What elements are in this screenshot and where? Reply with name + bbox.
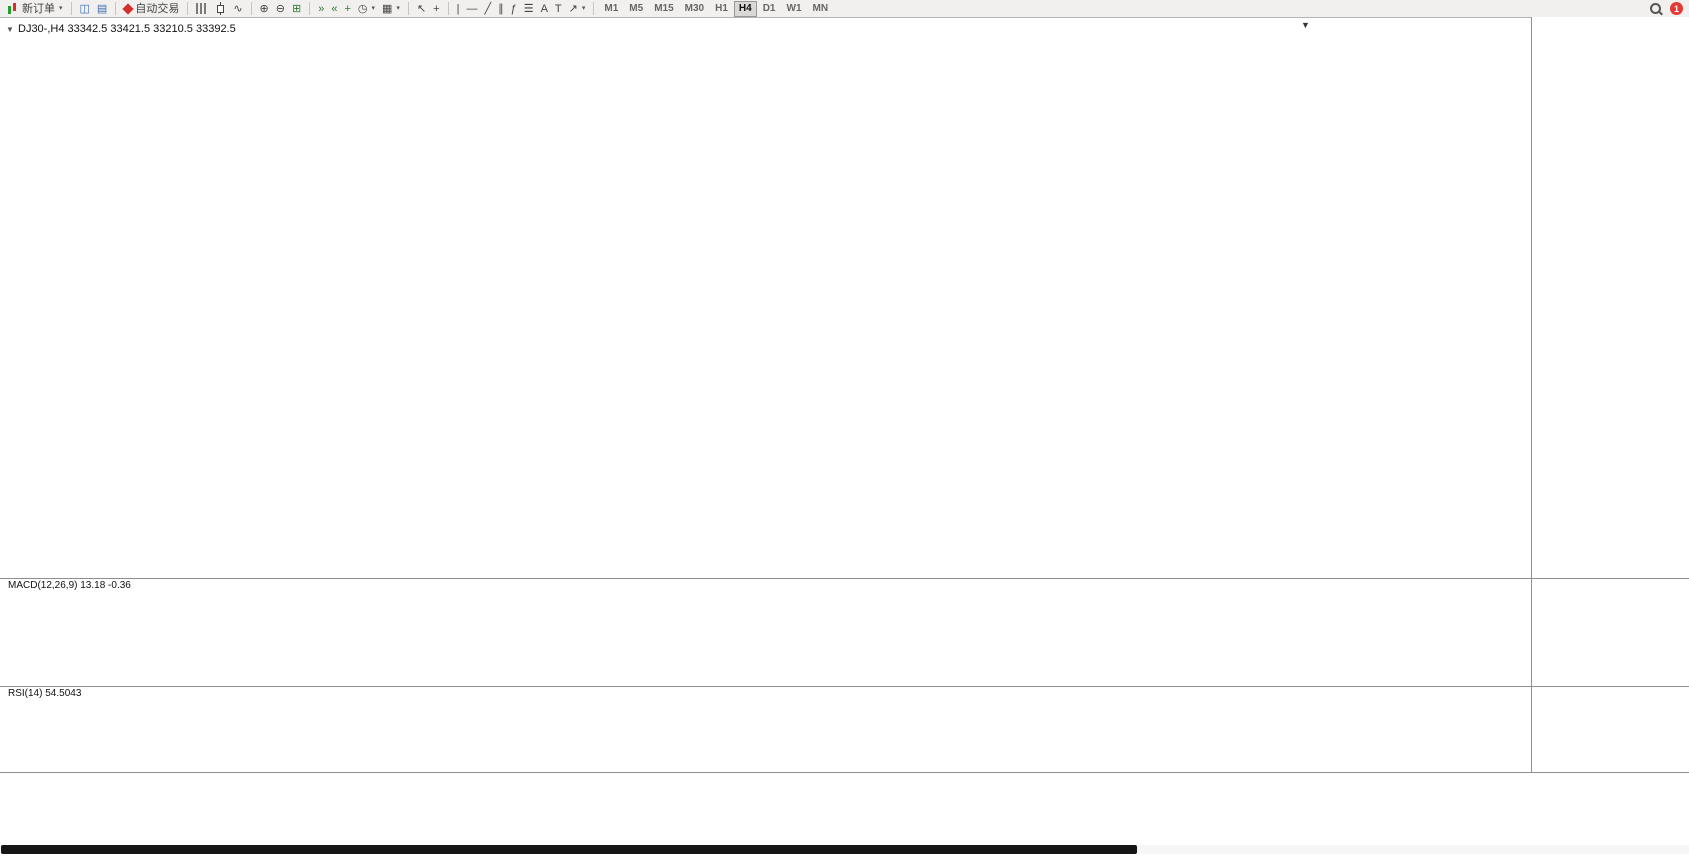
chart-canvas[interactable] bbox=[0, 17, 1531, 772]
new-order-label: 新订单 bbox=[22, 2, 55, 15]
toolbar-separator bbox=[187, 2, 189, 15]
chart-shift-button[interactable]: « bbox=[328, 1, 340, 17]
charts-window-button[interactable]: ◫ bbox=[77, 1, 93, 17]
timeframe-m5-button[interactable]: M5 bbox=[629, 3, 644, 14]
profile-icon: ▤ bbox=[96, 2, 108, 15]
toolbar-separator bbox=[70, 2, 72, 15]
channel-icon: ∥ bbox=[498, 2, 504, 15]
horizontal-line-button[interactable]: — bbox=[463, 1, 480, 17]
horizontal-scrollbar[interactable] bbox=[0, 845, 1689, 854]
new-order-icon bbox=[6, 2, 19, 15]
chevron-down-icon: ▾ bbox=[371, 4, 376, 12]
timeframe-d1-button[interactable]: D1 bbox=[762, 3, 776, 14]
timeframe-h4-button[interactable]: H4 bbox=[733, 0, 757, 17]
main-macd-separator[interactable] bbox=[0, 578, 1689, 579]
chevron-down-icon: ▾ bbox=[396, 4, 400, 12]
timeframe-m15-button[interactable]: M15 bbox=[654, 3, 674, 14]
vertical-line-icon: | bbox=[456, 2, 460, 15]
zoom-in-icon: ⊕ bbox=[259, 2, 269, 15]
autotrading-button[interactable]: 自动交易 bbox=[121, 1, 182, 17]
bar-chart-icon bbox=[196, 3, 209, 14]
toolbar-separator bbox=[407, 2, 409, 15]
chart-shift-marker-icon: ▼ bbox=[1301, 20, 1310, 30]
trendline-icon: ╱ bbox=[484, 2, 492, 15]
toolbar-separator bbox=[115, 2, 117, 15]
search-icon bbox=[1649, 2, 1663, 16]
horizontal-scrollbar-thumb[interactable] bbox=[1, 845, 1137, 854]
line-chart-button[interactable]: ∿ bbox=[230, 1, 245, 17]
auto-scroll-button[interactable]: » bbox=[315, 1, 327, 17]
candlestick-chart-button[interactable] bbox=[212, 1, 229, 17]
macd-indicator-label: MACD(12,26,9) 13.18 -0.36 bbox=[8, 580, 131, 591]
timeframe-w1-button[interactable]: W1 bbox=[786, 3, 802, 14]
time-axis bbox=[0, 773, 1689, 791]
toolbar-separator bbox=[309, 2, 311, 15]
arrows-button[interactable]: ↗ ▾ bbox=[566, 1, 589, 17]
toolbar-separator bbox=[593, 2, 595, 15]
trendline-button[interactable]: ╱ bbox=[481, 1, 494, 17]
notifications-badge[interactable]: 1 bbox=[1667, 1, 1686, 17]
timeframe-m1-button[interactable]: M1 bbox=[604, 3, 619, 14]
indicators-button[interactable]: + bbox=[341, 1, 353, 17]
objects-button[interactable]: ☰ bbox=[521, 1, 537, 17]
tile-windows-button[interactable]: ⊞ bbox=[289, 1, 304, 17]
periods-button[interactable]: ◷ ▾ bbox=[355, 1, 378, 17]
crosshair-button[interactable]: + bbox=[430, 1, 442, 17]
toolbar-separator bbox=[250, 2, 252, 15]
toolbar-separator bbox=[447, 2, 449, 15]
cursor-button[interactable]: ↖ bbox=[414, 1, 429, 17]
candlestick-chart-icon bbox=[215, 2, 226, 15]
periods-icon: ◷ bbox=[357, 2, 368, 15]
new-order-button[interactable]: 新订单 ▾ bbox=[3, 1, 66, 17]
text-icon: A bbox=[540, 2, 548, 15]
text-button[interactable]: A bbox=[538, 1, 551, 17]
charts-window-icon: ◫ bbox=[79, 2, 90, 15]
text-label-button[interactable]: T bbox=[552, 1, 565, 17]
chart-shift-icon: « bbox=[331, 2, 338, 15]
symbol-info: DJ30-,H4 33342.5 33421.5 33210.5 33392.5 bbox=[18, 23, 236, 35]
autotrading-label: 自动交易 bbox=[135, 2, 180, 15]
profile-button[interactable]: ▤ bbox=[94, 1, 110, 17]
zoom-out-button[interactable]: ⊖ bbox=[273, 1, 288, 17]
text-label-icon: T bbox=[554, 2, 562, 15]
chevron-down-icon: ▾ bbox=[59, 4, 63, 12]
autotrading-icon bbox=[122, 2, 134, 15]
horizontal-line-icon: — bbox=[466, 2, 478, 15]
crosshair-icon: + bbox=[433, 2, 440, 15]
templates-icon: ▦ bbox=[382, 2, 393, 15]
macd-rsi-separator[interactable] bbox=[0, 686, 1689, 687]
vertical-line-button[interactable]: | bbox=[454, 1, 463, 17]
bar-chart-button[interactable] bbox=[193, 1, 211, 17]
fibonacci-button[interactable]: ƒ bbox=[508, 1, 520, 17]
objects-icon: ☰ bbox=[523, 2, 534, 15]
rsi-timeaxis-separator bbox=[0, 772, 1689, 773]
channel-button[interactable]: ∥ bbox=[495, 1, 507, 17]
chevron-down-icon: ▾ bbox=[581, 4, 586, 12]
timeframe-h1-button[interactable]: H1 bbox=[715, 3, 728, 14]
toolbar: 新订单 ▾ ◫ ▤ 自动交易 ∿ ⊕ ⊖ ⊞» «+ ◷ ▾ ▦ ▾ ↖ + | — ╱ ∥ ƒ ☰ A T ↗ ▾ M1 M5 M15… bbox=[0, 0, 1689, 18]
search-button[interactable] bbox=[1646, 1, 1666, 17]
auto-scroll-icon: » bbox=[318, 2, 325, 15]
notification-count-badge: 1 bbox=[1670, 2, 1683, 15]
price-axis bbox=[1531, 17, 1689, 772]
fibonacci-icon: ƒ bbox=[510, 2, 517, 15]
zoom-in-button[interactable]: ⊕ bbox=[257, 1, 272, 17]
zoom-out-icon: ⊖ bbox=[275, 2, 285, 15]
rsi-indicator-label: RSI(14) 54.5043 bbox=[8, 688, 82, 699]
one-click-trading-toggle[interactable]: ▼ bbox=[6, 25, 14, 34]
cursor-icon: ↖ bbox=[416, 2, 427, 15]
line-chart-icon: ∿ bbox=[233, 2, 243, 15]
tile-windows-icon: ⊞ bbox=[291, 2, 302, 15]
timeframe-mn-button[interactable]: MN bbox=[812, 3, 829, 14]
arrows-icon: ↗ bbox=[568, 2, 578, 15]
indicators-icon: + bbox=[344, 2, 351, 15]
templates-button[interactable]: ▦ ▾ bbox=[379, 1, 403, 17]
timeframe-m30-button[interactable]: M30 bbox=[684, 3, 705, 14]
